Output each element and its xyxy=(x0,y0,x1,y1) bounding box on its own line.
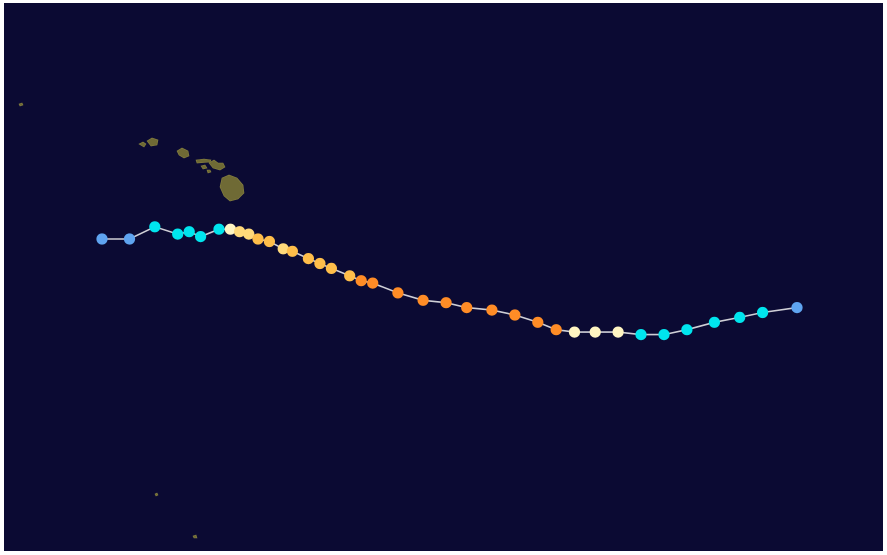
track-point-10 xyxy=(243,228,255,240)
track-point-4 xyxy=(172,228,184,240)
track-point-28 xyxy=(550,324,562,336)
track-point-36 xyxy=(734,311,746,323)
track-point-3 xyxy=(149,221,161,233)
track-point-13 xyxy=(277,243,289,255)
track-point-20 xyxy=(367,277,379,289)
track-point-30 xyxy=(589,326,601,338)
track-point-17 xyxy=(325,262,337,274)
hawaiian-islands xyxy=(18,102,245,539)
island-kahoolawe xyxy=(206,169,212,174)
track-point-23 xyxy=(440,297,452,309)
track-point-34 xyxy=(681,324,693,336)
island-lanai xyxy=(200,164,208,170)
track-point-24 xyxy=(461,302,473,314)
track-point-25 xyxy=(486,304,498,316)
track-point-19 xyxy=(355,275,367,287)
island-kauai xyxy=(146,137,159,147)
island-speck-s2 xyxy=(192,534,198,539)
track-point-18 xyxy=(344,270,356,282)
track-point-5 xyxy=(183,226,195,238)
track-point-1 xyxy=(96,233,108,245)
track-point-32 xyxy=(635,329,647,341)
ocean-background xyxy=(4,3,883,551)
track-point-11 xyxy=(252,233,264,245)
track-point-2 xyxy=(123,233,136,245)
track-point-8 xyxy=(224,223,236,235)
island-speck-nw xyxy=(18,102,24,107)
track-point-6 xyxy=(195,231,207,243)
track-point-31 xyxy=(612,326,624,338)
track-point-38 xyxy=(791,302,803,314)
track-point-16 xyxy=(314,257,326,270)
track-point-26 xyxy=(509,309,521,321)
track-point-22 xyxy=(417,294,429,306)
track-point-29 xyxy=(568,326,581,338)
track-point-9 xyxy=(234,226,246,238)
track-point-27 xyxy=(532,316,544,328)
island-molokai xyxy=(195,158,212,164)
island-niihau xyxy=(138,141,147,148)
island-maui xyxy=(208,159,226,171)
track-point-14 xyxy=(286,245,298,257)
track-point-37 xyxy=(757,306,769,319)
track-point-33 xyxy=(658,329,670,341)
track-point-12 xyxy=(263,235,275,248)
island-hawaii xyxy=(219,174,245,202)
track-point-35 xyxy=(708,316,721,328)
track-point-15 xyxy=(302,253,314,265)
island-speck-s1 xyxy=(154,492,159,497)
track-point-21 xyxy=(392,287,404,299)
storm-track-points xyxy=(96,221,803,341)
island-oahu xyxy=(176,147,190,159)
track-point-7 xyxy=(213,223,225,235)
